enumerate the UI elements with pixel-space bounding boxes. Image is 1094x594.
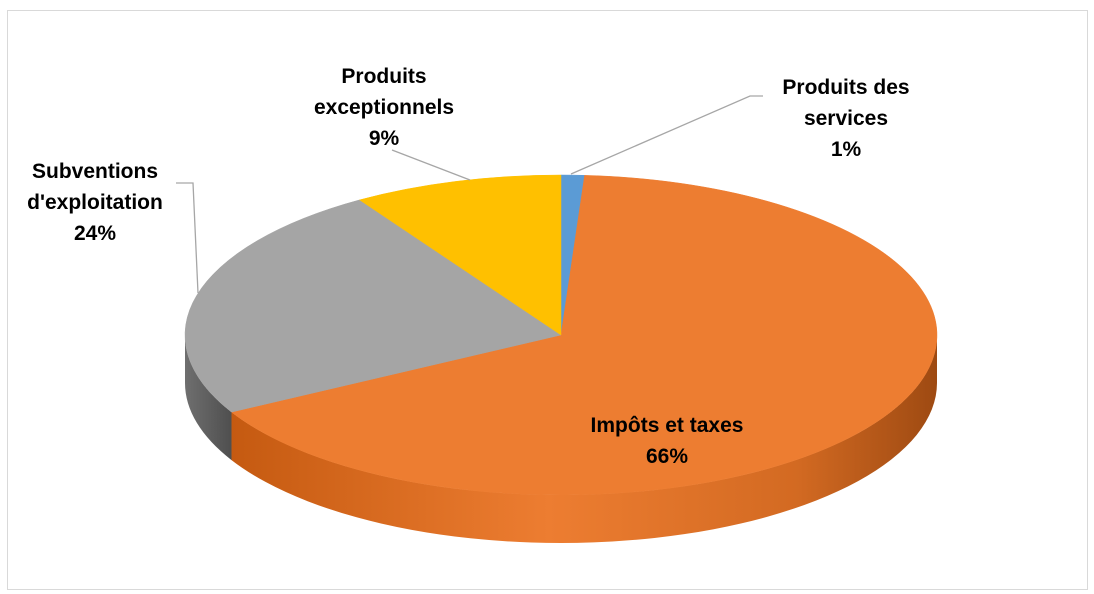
pie-slice-subventions-d-exploitation (184, 199, 562, 413)
data-label-line: Subventions (32, 160, 158, 183)
data-label-line: Produits des (782, 76, 909, 99)
data-label-line: services (804, 107, 888, 130)
data-label-impots-et-taxes: Impôts et taxes 66% (591, 414, 744, 468)
pie-side-impots-et-taxes (231, 335, 938, 543)
data-label-line: 66% (646, 445, 688, 468)
data-label-line: Impôts et taxes (591, 414, 744, 437)
data-label-line: Produits (341, 65, 426, 88)
data-label-line: 1% (831, 138, 862, 161)
data-label-line: d'exploitation (27, 191, 163, 214)
pie-side-subventions-d-exploitation (185, 335, 232, 461)
data-label-produits-exceptionnels: Produits exceptionnels 9% (314, 65, 454, 150)
data-label-line: 24% (74, 222, 116, 245)
leader-line-produits-des-services (570, 95, 763, 175)
leader-line-subventions-d-exploitation (176, 182, 199, 294)
leader-line-produits-exceptionnels (391, 149, 471, 181)
data-label-line: exceptionnels (314, 96, 454, 119)
data-label-line: 9% (369, 127, 400, 150)
pie-slice-impots-et-taxes (230, 175, 938, 496)
data-label-produits-des-services: Produits des services 1% (782, 76, 909, 161)
pie-slice-produits-exceptionnels (358, 174, 562, 336)
data-label-subventions-d-exploitation: Subventions d'exploitation 24% (27, 160, 163, 245)
